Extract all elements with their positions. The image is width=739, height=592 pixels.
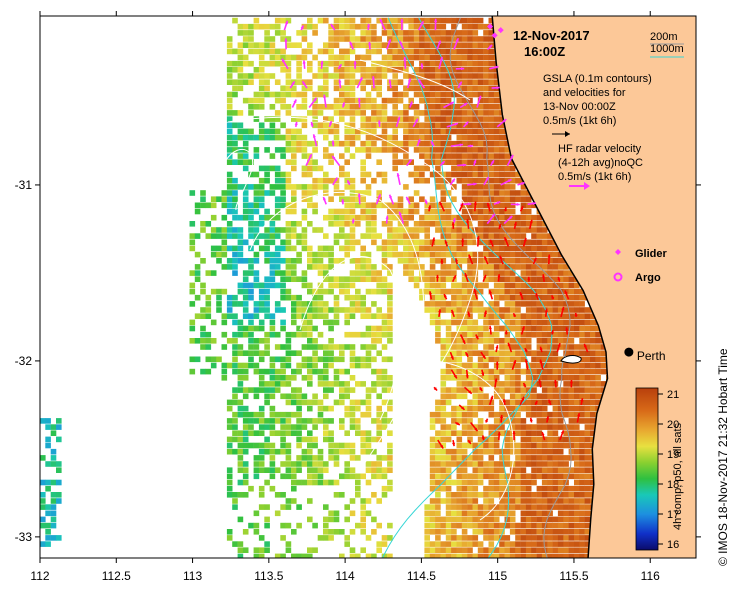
perth-marker: [624, 347, 634, 357]
colorbar: [635, 387, 659, 551]
x-tick-label: 116: [641, 569, 660, 583]
x-tick-label: 112: [30, 569, 49, 583]
colorbar-label: 4h comp, p50, all sats: [672, 422, 684, 530]
gsla-contours: [225, 59, 515, 521]
hf-legend-arrow: [569, 182, 590, 190]
depth-legend-200m: 200m: [650, 31, 678, 43]
gsla-legend-arrow: [552, 131, 570, 137]
colorbar-tick-label: 16: [667, 539, 679, 551]
x-tick-label: 113.5: [254, 569, 283, 583]
gsla-legend-line2: and velocities for: [543, 87, 626, 99]
x-tick-label: 112.5: [102, 569, 131, 583]
glider-marker: [615, 249, 621, 255]
colorbar-ticks: 16 17 18 19 20 21: [658, 389, 679, 551]
plot-frame: [39, 15, 697, 559]
y-tick-label: -32: [15, 354, 33, 368]
current-arrows: [428, 201, 589, 449]
gsla-legend-line1: GSLA (0.1m contours): [543, 73, 652, 85]
map-date: 12-Nov-2017: [513, 28, 590, 43]
colorbar-tick-label: 17: [667, 509, 679, 521]
bathymetry-contours: [382, 17, 572, 558]
argo-marker: [613, 272, 623, 282]
x-tick-label: 114.5: [407, 569, 436, 583]
colorbar-tick-label: 19: [667, 449, 679, 461]
rottnest-island: [560, 355, 582, 364]
colorbar-tick-label: 18: [667, 479, 679, 491]
gsla-legend-line3: 13-Nov 00:00Z: [543, 101, 616, 113]
y-tick-label: -33: [15, 530, 33, 544]
x-tick-label: 115.5: [559, 569, 588, 583]
gsla-legend-scale: 0.5m/s (1kt 6h): [543, 115, 616, 127]
hf-legend-line2: (4-12h avg)noQC: [558, 157, 643, 169]
depth-legend-1000m: 1000m: [650, 43, 684, 55]
hf-legend-line1: HF radar velocity: [558, 143, 642, 155]
colorbar-tick-label: 21: [667, 389, 679, 401]
colorbar-tick-label: 20: [667, 419, 679, 431]
perth-label: Perth: [637, 349, 666, 363]
x-tick-label: 113: [183, 569, 202, 583]
glider-label: Glider: [635, 248, 668, 260]
map-time: 16:00Z: [524, 44, 565, 59]
y-tick-label: -31: [15, 178, 33, 192]
hf-radar-arrows: [281, 18, 537, 225]
y-axis: -31 -32 -33: [15, 178, 701, 544]
x-axis: 112 112.5 113 113.5 114 114.5 115 115.5 116: [30, 11, 660, 583]
argo-label: Argo: [635, 272, 661, 284]
sst-field: [40, 17, 612, 558]
x-tick-label: 115: [488, 569, 507, 583]
x-tick-label: 114: [336, 569, 355, 583]
hf-legend-scale: 0.5m/s (1kt 6h): [558, 171, 631, 183]
credit-text: © IMOS 18-Nov-2017 21:32 Hobart Time: [716, 348, 730, 566]
